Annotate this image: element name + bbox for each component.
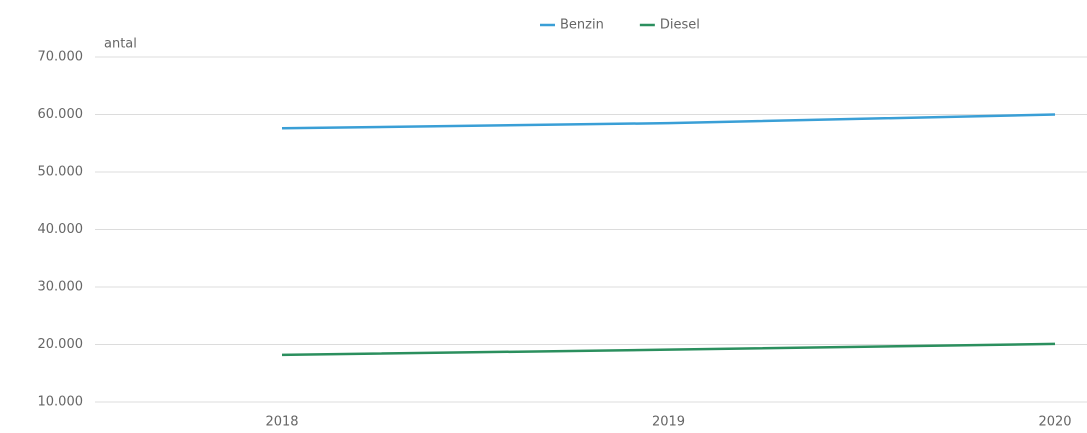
x-tick-label: 2019 bbox=[652, 415, 685, 430]
y-tick-label: 20.000 bbox=[38, 337, 84, 352]
y-tick-label: 70.000 bbox=[38, 50, 84, 65]
legend-label: Benzin bbox=[560, 18, 604, 33]
y-tick-label: 10.000 bbox=[38, 395, 84, 410]
y-tick-label: 50.000 bbox=[38, 165, 84, 180]
y-tick-label: 60.000 bbox=[38, 107, 84, 122]
series-line bbox=[281, 113, 1056, 130]
y-tick-label: 30.000 bbox=[38, 280, 84, 295]
series-line bbox=[281, 342, 1056, 357]
x-tick-label: 2018 bbox=[265, 415, 298, 430]
legend-label: Diesel bbox=[660, 18, 700, 33]
x-tick-label: 2020 bbox=[1038, 415, 1071, 430]
y-tick-label: 40.000 bbox=[38, 222, 84, 237]
y-axis-label: antal bbox=[104, 37, 137, 52]
